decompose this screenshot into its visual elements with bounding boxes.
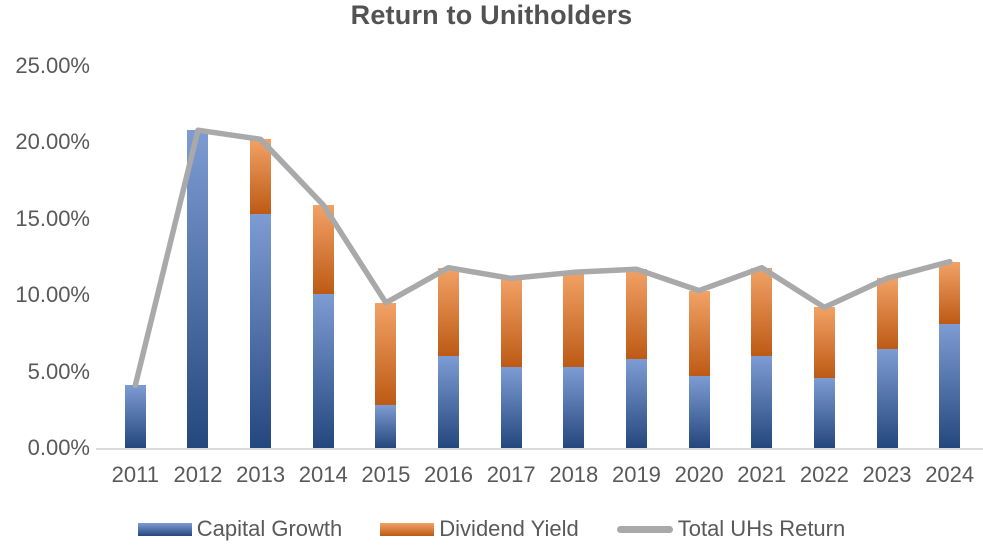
capital-growth-bar-segment (751, 356, 773, 448)
x-axis-tick-label: 2015 (361, 462, 411, 487)
capital-growth-bar-segment (250, 214, 272, 448)
capital-growth-bar-segment (375, 405, 397, 448)
legend-item-capital-growth: Capital Growth (137, 516, 343, 542)
x-axis-line (96, 448, 983, 450)
x-axis-tick-label: 2019 (611, 462, 661, 487)
y-axis-tick-label: 5.00% (27, 358, 90, 384)
x-axis-tick-label: 2013 (236, 462, 286, 487)
capital-growth-swatch-icon (137, 522, 192, 536)
dividend-yield-bar-segment (813, 307, 835, 378)
x-axis-tick-label: 2012 (173, 462, 223, 487)
dividend-yield-bar-segment (688, 290, 710, 377)
x-axis-tick-label: 2011 (111, 462, 159, 487)
capital-growth-bar-segment (124, 385, 146, 448)
capital-growth-bar-segment (688, 376, 710, 448)
y-axis-tick-label: 15.00% (15, 205, 90, 231)
x-axis: 2011 2012 2013 2014 2015 2016 2017 2018 2019 2020… (104, 456, 981, 488)
capital-growth-bar-segment (187, 130, 209, 448)
capital-growth-bar-segment (813, 377, 835, 448)
chart-title: Return to Unitholders (350, 0, 633, 30)
legend: Capital Growth Dividend Yield Total UHs … (0, 516, 983, 542)
capital-growth-bar-segment (625, 359, 647, 448)
dividend-yield-swatch-icon (380, 522, 435, 536)
dividend-yield-bar-segment (375, 302, 397, 406)
total-return-line-layer (132, 127, 953, 389)
capital-growth-bar-segment (500, 367, 522, 448)
capital-growth-bar-segment (563, 367, 585, 448)
dividend-yield-bar-segment (500, 278, 522, 368)
y-axis-tick-label: 10.00% (15, 282, 90, 308)
x-axis-tick-label: 2018 (549, 462, 599, 487)
x-axis-tick-label: 2021 (737, 462, 787, 487)
legend-label-dividend-yield: Dividend Yield (439, 516, 579, 541)
capital-growth-bar-segment (939, 324, 961, 448)
capital-growth-bar-segment (438, 356, 460, 448)
dividend-yield-bar-segment (438, 267, 460, 357)
x-axis-tick-label: 2017 (486, 462, 536, 487)
dividend-yield-bar-segment (751, 267, 773, 357)
dividend-yield-bar-segment (563, 272, 585, 368)
x-axis-tick-label: 2024 (925, 462, 975, 487)
x-axis-tick-label: 2022 (799, 462, 849, 487)
x-axis-tick-label: 2016 (424, 462, 474, 487)
x-axis-tick-label: 2023 (862, 462, 912, 487)
plot-area (96, 66, 983, 450)
total-return-line-swatch-icon (616, 525, 673, 533)
legend-label-total-return: Total UHs Return (677, 516, 846, 541)
legend-item-dividend-yield: Dividend Yield (380, 516, 579, 542)
x-axis-tick-label: 2014 (298, 462, 348, 487)
y-axis: 0.00% 5.00% 10.00% 15.00% 20.00% 25.00% (0, 53, 90, 460)
y-axis-tick-label: 25.00% (15, 53, 90, 78)
y-axis-tick-label: 20.00% (15, 129, 90, 155)
dividend-yield-bar-segment (939, 261, 961, 325)
dividend-yield-bar-segment (625, 269, 647, 360)
dividend-yield-bar-segment (250, 139, 272, 215)
dividend-yield-bar-segment (876, 278, 898, 349)
dividend-yield-bar-segment (312, 205, 334, 294)
total-return-line (132, 127, 953, 389)
legend-item-total-return: Total UHs Return (616, 516, 846, 542)
x-axis-tick-label: 2020 (674, 462, 724, 487)
capital-growth-bar-segment (876, 348, 898, 448)
y-axis-tick-label: 0.00% (27, 435, 90, 460)
legend-label-capital-growth: Capital Growth (196, 516, 343, 541)
capital-growth-bar-segment (312, 293, 334, 448)
